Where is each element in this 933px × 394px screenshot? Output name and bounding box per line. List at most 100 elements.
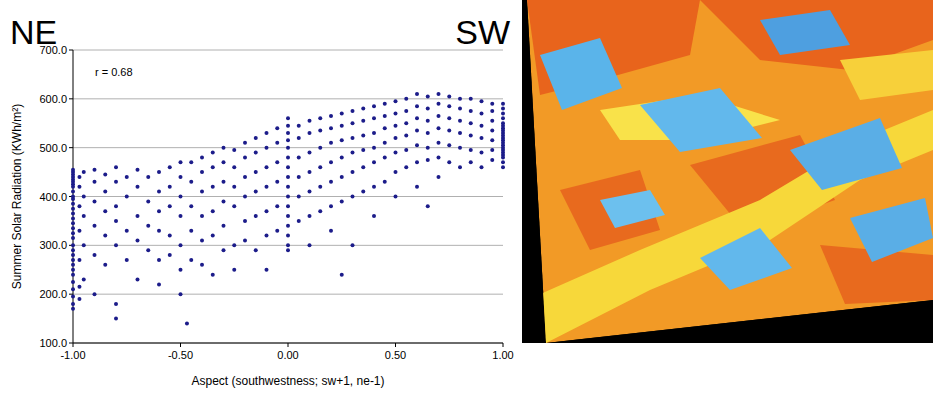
point (447, 94, 451, 98)
point (426, 119, 430, 123)
point (77, 258, 81, 262)
point (297, 155, 301, 159)
point (222, 180, 226, 184)
point (211, 234, 215, 238)
point (211, 185, 215, 189)
point (114, 243, 118, 247)
point (222, 160, 226, 164)
point (437, 114, 441, 118)
y-tick (69, 147, 73, 148)
grid-line (73, 343, 503, 344)
point (243, 155, 247, 159)
point (286, 214, 290, 218)
point (437, 102, 441, 106)
map-ground (527, 0, 933, 343)
point (308, 119, 312, 123)
point (189, 180, 193, 184)
point (254, 214, 258, 218)
x-tick-label: 1.00 (492, 349, 513, 361)
point (297, 219, 301, 223)
point (232, 268, 236, 272)
point (426, 146, 430, 150)
point (93, 292, 97, 296)
point (286, 131, 290, 135)
point (232, 185, 236, 189)
point (71, 197, 75, 201)
x-tick (503, 343, 504, 347)
map-patch (527, 110, 933, 343)
point (383, 180, 387, 184)
point (286, 224, 290, 228)
point (480, 151, 484, 155)
point (200, 263, 204, 267)
point (189, 258, 193, 262)
point (329, 229, 333, 233)
point (93, 199, 97, 203)
point (71, 202, 75, 206)
point (232, 148, 236, 152)
point (329, 204, 333, 208)
point (71, 212, 75, 216)
point (351, 243, 355, 247)
y-tick (69, 294, 73, 295)
point (157, 258, 161, 262)
point (372, 104, 376, 108)
point (318, 116, 322, 120)
point (93, 253, 97, 257)
y-tick-label: 200.0 (39, 288, 67, 300)
point (136, 278, 140, 282)
point (361, 148, 365, 152)
point (189, 204, 193, 208)
point (232, 165, 236, 169)
point (82, 170, 86, 174)
point (318, 129, 322, 133)
point (200, 190, 204, 194)
map-patch (640, 88, 762, 152)
point (179, 292, 183, 296)
point (458, 119, 462, 123)
point (71, 185, 75, 189)
point (168, 253, 172, 257)
point (103, 209, 107, 213)
point (211, 151, 215, 155)
x-tick (395, 343, 396, 347)
point (501, 107, 505, 111)
point (318, 165, 322, 169)
point (125, 229, 129, 233)
point (480, 165, 484, 169)
point (458, 97, 462, 101)
point (447, 160, 451, 164)
point (275, 141, 279, 145)
point (71, 295, 75, 299)
point (415, 92, 419, 96)
point (103, 173, 107, 177)
point (286, 248, 290, 252)
point (103, 263, 107, 267)
point (265, 268, 269, 272)
point (136, 168, 140, 172)
point (361, 107, 365, 111)
point (125, 175, 129, 179)
point (71, 287, 75, 291)
point (243, 219, 247, 223)
point (394, 195, 398, 199)
point (340, 138, 344, 142)
point (71, 207, 75, 211)
point (77, 204, 81, 208)
point (480, 111, 484, 115)
point (265, 165, 269, 169)
point (114, 317, 118, 321)
point (469, 133, 473, 137)
point (157, 209, 161, 213)
point (480, 99, 484, 103)
point (265, 209, 269, 213)
point (189, 229, 193, 233)
x-tick (180, 343, 181, 347)
point (286, 116, 290, 120)
point (329, 114, 333, 118)
point (157, 282, 161, 286)
y-tick-label: 300.0 (39, 239, 67, 251)
axes: 100.0200.0300.0400.0500.0600.0700.0-1.00… (39, 44, 513, 361)
point (185, 321, 189, 325)
x-tick-label: -0.50 (168, 349, 193, 361)
